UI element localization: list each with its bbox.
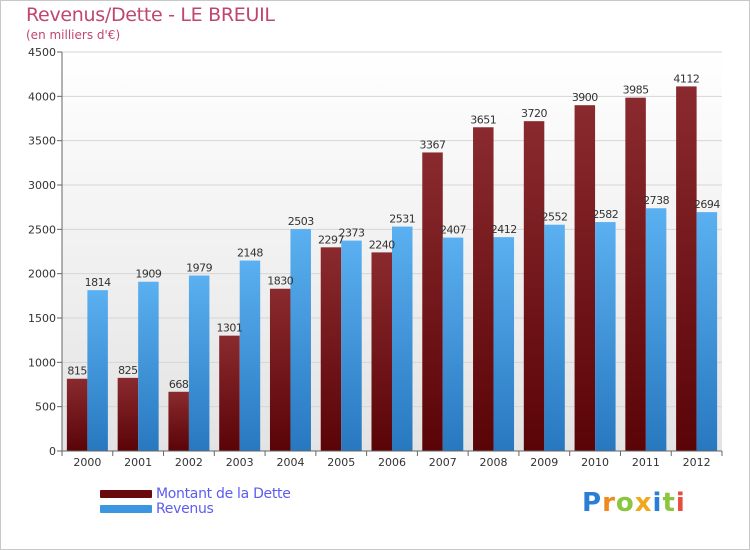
data-label-debt: 4112 bbox=[673, 72, 699, 85]
legend: Montant de la Dette Revenus bbox=[100, 485, 291, 517]
bar-revenue bbox=[239, 260, 261, 451]
bar-revenue bbox=[392, 226, 413, 451]
data-label-debt: 3651 bbox=[470, 113, 496, 126]
logo-letter: x bbox=[634, 488, 653, 518]
data-label-revenue: 1909 bbox=[135, 268, 161, 281]
data-label-revenue: 2412 bbox=[491, 223, 517, 236]
bar-revenue bbox=[341, 240, 362, 451]
data-label-debt: 815 bbox=[67, 365, 87, 378]
data-label-debt: 1830 bbox=[267, 275, 293, 288]
x-tick-label: 2010 bbox=[581, 456, 609, 469]
data-label-debt: 2297 bbox=[318, 233, 344, 246]
data-label-debt: 2240 bbox=[369, 238, 395, 251]
bar-debt bbox=[66, 378, 88, 451]
x-tick-label: 2006 bbox=[378, 456, 406, 469]
bar-debt bbox=[371, 252, 392, 451]
bar-debt bbox=[269, 288, 291, 451]
data-label-debt: 825 bbox=[118, 364, 138, 377]
y-tick-label: 3500 bbox=[28, 135, 56, 148]
bar-revenue bbox=[290, 229, 311, 451]
data-label-debt: 3367 bbox=[420, 138, 446, 151]
bar-revenue bbox=[493, 237, 515, 451]
y-tick-label: 2500 bbox=[28, 223, 56, 236]
data-label-revenue: 2503 bbox=[288, 215, 314, 228]
data-label-revenue: 2552 bbox=[542, 211, 568, 224]
proxiti-logo: Proxiti bbox=[582, 488, 686, 518]
logo-letter: P bbox=[582, 488, 603, 518]
bar-revenue bbox=[87, 290, 108, 451]
y-tick-label: 2000 bbox=[28, 268, 56, 281]
legend-swatch-debt bbox=[100, 489, 152, 498]
y-tick-label: 500 bbox=[35, 401, 56, 414]
bar-debt bbox=[574, 105, 596, 451]
data-label-revenue: 2582 bbox=[592, 208, 618, 221]
logo-letter: i bbox=[652, 488, 663, 518]
bar-debt bbox=[219, 335, 240, 451]
bar-revenue bbox=[544, 224, 565, 451]
bar-debt bbox=[676, 86, 697, 452]
axes: 0 500 1000 1500 2000 2500 3000 3500 4000 4500 2000… bbox=[28, 46, 723, 469]
logo-letter: r bbox=[602, 488, 616, 518]
y-tick-label: 1000 bbox=[28, 356, 56, 369]
chart-subtitle: (en milliers d'€) bbox=[26, 28, 121, 42]
bar-revenue bbox=[138, 281, 159, 451]
data-label-revenue: 2531 bbox=[389, 213, 415, 226]
value-labels: 815 1814 825 1909 668 1979 1301 2148 1830 2503 229… bbox=[67, 72, 720, 390]
data-label-revenue: 2694 bbox=[694, 198, 720, 211]
y-tick-label: 3000 bbox=[28, 179, 56, 192]
logo-letter: o bbox=[615, 488, 635, 518]
x-tick-label: 2001 bbox=[124, 456, 152, 469]
x-tick-label: 2002 bbox=[175, 456, 203, 469]
y-tick-label: 4000 bbox=[28, 90, 56, 103]
legend-item-revenue: Revenus bbox=[100, 500, 291, 517]
y-tick-label: 0 bbox=[49, 445, 56, 458]
data-label-revenue: 1814 bbox=[85, 276, 111, 289]
bar-debt bbox=[523, 121, 545, 451]
data-label-revenue: 2738 bbox=[643, 194, 669, 207]
data-label-revenue: 2148 bbox=[237, 247, 263, 260]
data-label-revenue: 2373 bbox=[338, 227, 364, 240]
data-label-revenue: 2407 bbox=[440, 224, 466, 237]
data-label-debt: 3900 bbox=[572, 91, 598, 104]
y-tick-label: 1500 bbox=[28, 312, 56, 325]
y-tick-label: 4500 bbox=[28, 46, 56, 59]
legend-label-revenue: Revenus bbox=[156, 500, 214, 517]
x-tick-label: 2011 bbox=[632, 456, 660, 469]
legend-item-debt: Montant de la Dette bbox=[100, 485, 291, 502]
x-tick-label: 2003 bbox=[226, 456, 254, 469]
bar-revenue bbox=[696, 212, 718, 451]
bar-debt bbox=[473, 127, 494, 451]
bar-revenue bbox=[595, 222, 616, 451]
data-label-debt: 668 bbox=[169, 378, 189, 391]
x-tick-label: 2005 bbox=[327, 456, 355, 469]
bar-debt bbox=[422, 152, 443, 451]
x-tick-label: 2007 bbox=[429, 456, 457, 469]
data-label-revenue: 1979 bbox=[186, 262, 212, 275]
x-tick-label: 2009 bbox=[530, 456, 558, 469]
chart-title: Revenus/Dette - LE BREUIL bbox=[26, 4, 275, 26]
legend-label-debt: Montant de la Dette bbox=[156, 485, 291, 502]
data-label-debt: 3985 bbox=[623, 84, 649, 97]
x-tick-label: 2012 bbox=[683, 456, 711, 469]
logo-letter: i bbox=[675, 488, 686, 518]
bar-debt bbox=[320, 247, 342, 451]
x-tick-label: 2000 bbox=[73, 456, 101, 469]
bar-debt bbox=[168, 391, 189, 451]
bar-debt bbox=[625, 97, 646, 451]
logo-letter: t bbox=[662, 488, 676, 518]
bars bbox=[66, 86, 718, 452]
bar-debt bbox=[117, 377, 139, 451]
legend-swatch-revenue bbox=[100, 504, 152, 513]
x-tick-label: 2008 bbox=[480, 456, 508, 469]
x-tick-label: 2004 bbox=[276, 456, 304, 469]
data-label-debt: 1301 bbox=[216, 322, 242, 335]
bar-revenue bbox=[442, 237, 464, 451]
bar-revenue bbox=[645, 208, 667, 451]
data-label-debt: 3720 bbox=[521, 107, 547, 120]
bar-revenue bbox=[188, 275, 210, 451]
